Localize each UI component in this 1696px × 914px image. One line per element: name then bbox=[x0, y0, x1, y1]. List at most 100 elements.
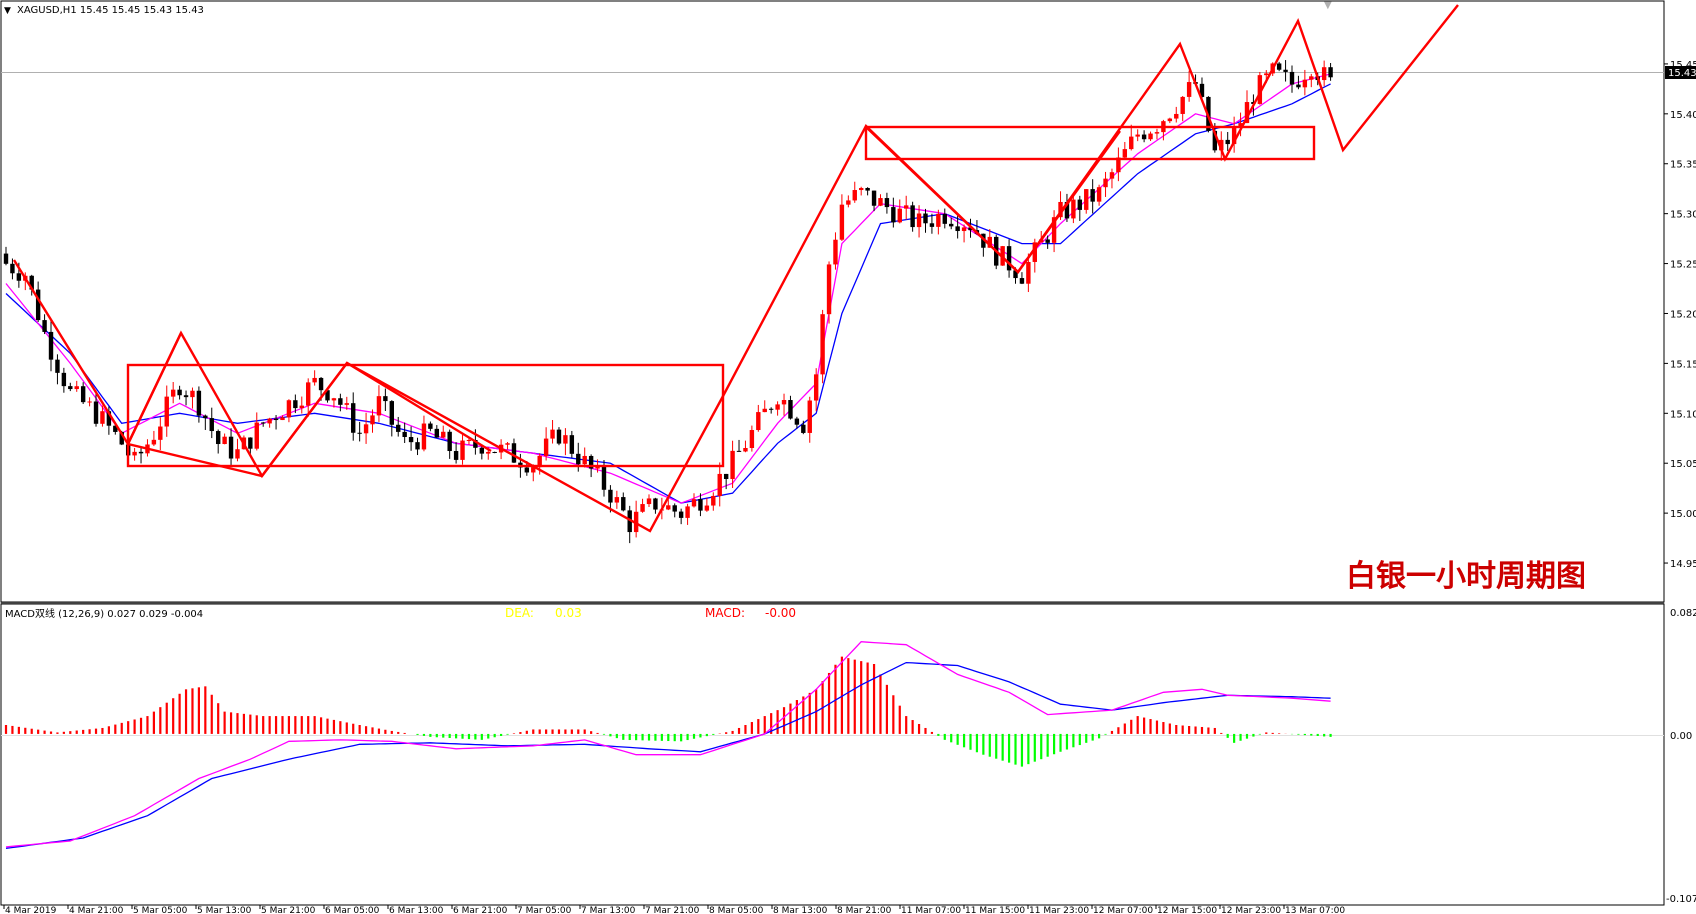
candle-bull bbox=[833, 239, 838, 265]
candle-bear bbox=[1141, 134, 1147, 140]
candle-bull bbox=[158, 426, 163, 440]
time-tick-label: 12 Mar 07:00 bbox=[1093, 906, 1153, 914]
candle-bull bbox=[614, 497, 620, 503]
candle-bull bbox=[1167, 118, 1173, 122]
candle-bear bbox=[93, 401, 99, 424]
candle-bull bbox=[100, 411, 105, 424]
candle-bull bbox=[1026, 261, 1031, 284]
candle-bull bbox=[280, 417, 285, 421]
candle-bull bbox=[704, 505, 710, 511]
price-panel-frame bbox=[0, 0, 1665, 603]
candle-bear bbox=[955, 226, 960, 232]
candle-bear bbox=[1077, 199, 1083, 210]
macd-histogram-group bbox=[4, 656, 1332, 767]
candle-bull bbox=[1116, 157, 1121, 173]
annotations-group bbox=[12, 4, 1459, 533]
candle-bull bbox=[151, 439, 157, 445]
candle-bear bbox=[891, 207, 896, 223]
candle-bull bbox=[1231, 127, 1237, 145]
candle-bear bbox=[1090, 189, 1095, 202]
candle-bull bbox=[1096, 187, 1102, 202]
candle-bear bbox=[479, 447, 485, 454]
candle-bull bbox=[646, 498, 652, 505]
scroll-marker-icon: ▼ bbox=[1324, 0, 1332, 11]
candle-bear bbox=[1045, 239, 1050, 243]
candle-bear bbox=[119, 431, 124, 445]
price-tick-label: 15.35 bbox=[1670, 160, 1696, 171]
candle-bear bbox=[627, 510, 632, 533]
price-tick-label: 15.40 bbox=[1670, 110, 1696, 121]
candle-bear bbox=[177, 389, 182, 396]
candle-bear bbox=[48, 331, 54, 360]
candle-bear bbox=[556, 429, 562, 444]
candle-bear bbox=[910, 205, 915, 228]
candle-bear bbox=[29, 275, 34, 290]
current-price-label: 15.43 bbox=[1668, 68, 1696, 79]
price-tick-label: 15.30 bbox=[1670, 210, 1696, 221]
candle-bull bbox=[1154, 132, 1160, 134]
candle-bear bbox=[672, 505, 677, 512]
candle-bear bbox=[1199, 83, 1205, 97]
time-tick-label: 4 Mar 21:00 bbox=[69, 906, 124, 914]
candle-bull bbox=[466, 440, 472, 442]
candle-bear bbox=[723, 473, 729, 480]
candle-bull bbox=[441, 431, 446, 438]
price-tick-label: 15.10 bbox=[1670, 409, 1696, 420]
time-tick-label: 8 Mar 13:00 bbox=[773, 906, 828, 914]
time-tick-label: 12 Mar 23:00 bbox=[1221, 906, 1281, 914]
candle-bull bbox=[730, 450, 735, 480]
zigzag-left bbox=[12, 4, 1459, 533]
candle-bear bbox=[408, 436, 414, 443]
time-tick-label: 7 Mar 05:00 bbox=[517, 906, 572, 914]
candle-bull bbox=[1321, 67, 1327, 81]
candle-bull bbox=[531, 467, 536, 473]
candle-bear bbox=[55, 359, 60, 373]
candle-bull bbox=[190, 390, 195, 398]
range-box-right bbox=[864, 125, 1316, 161]
candle-bull bbox=[685, 506, 690, 518]
candle-bull bbox=[633, 511, 639, 533]
candle-bull bbox=[756, 412, 761, 431]
candle-bull bbox=[1244, 102, 1250, 124]
time-tick-label: 6 Mar 21:00 bbox=[453, 906, 508, 914]
macd-label: MACD: bbox=[705, 606, 745, 620]
candle-bear bbox=[402, 431, 407, 437]
candle-bull bbox=[807, 400, 812, 433]
candle-bear bbox=[293, 400, 298, 409]
symbol-header: XAGUSD,H1 15.45 15.45 15.43 15.43 bbox=[17, 5, 204, 16]
candle-bull bbox=[640, 504, 645, 512]
macd-scale-zero: 0.00 bbox=[1670, 731, 1692, 742]
candle-bear bbox=[1289, 71, 1295, 85]
candle-bear bbox=[42, 320, 47, 332]
candle-bear bbox=[1328, 67, 1333, 78]
candle-bull bbox=[1238, 123, 1243, 128]
candle-bear bbox=[569, 435, 575, 454]
candle-bear bbox=[884, 198, 890, 208]
price-tick-label: 15.05 bbox=[1670, 459, 1696, 470]
candle-bear bbox=[621, 497, 626, 511]
candle-bear bbox=[61, 372, 67, 387]
time-tick-label: 5 Mar 05:00 bbox=[133, 906, 188, 914]
candle-bull bbox=[878, 198, 883, 206]
candle-bear bbox=[1296, 84, 1301, 88]
candle-bull bbox=[781, 400, 787, 405]
candle-bear bbox=[68, 386, 73, 390]
time-axis: 4 Mar 2019 4 Mar 21:00 5 Mar 05:00 5 Mar 13… bbox=[3, 905, 1345, 914]
candle-bull bbox=[775, 404, 780, 410]
candle-bull bbox=[1122, 149, 1128, 158]
candle-bear bbox=[16, 273, 22, 281]
candle-bear bbox=[1225, 139, 1230, 145]
header-arrow-icon: ▼ bbox=[4, 6, 11, 16]
candle-bear bbox=[929, 223, 935, 227]
price-tick-label: 15.25 bbox=[1670, 260, 1696, 271]
candle-bull bbox=[164, 396, 169, 427]
candle-bull bbox=[74, 386, 79, 390]
candle-bear bbox=[1283, 69, 1288, 72]
candle-bear bbox=[524, 467, 530, 473]
candle-bear bbox=[678, 511, 684, 518]
candle-bull bbox=[486, 451, 491, 454]
candle-bear bbox=[588, 455, 594, 469]
candle-bear bbox=[428, 423, 433, 429]
candle-bull bbox=[749, 430, 755, 448]
candle-bear bbox=[736, 450, 742, 452]
